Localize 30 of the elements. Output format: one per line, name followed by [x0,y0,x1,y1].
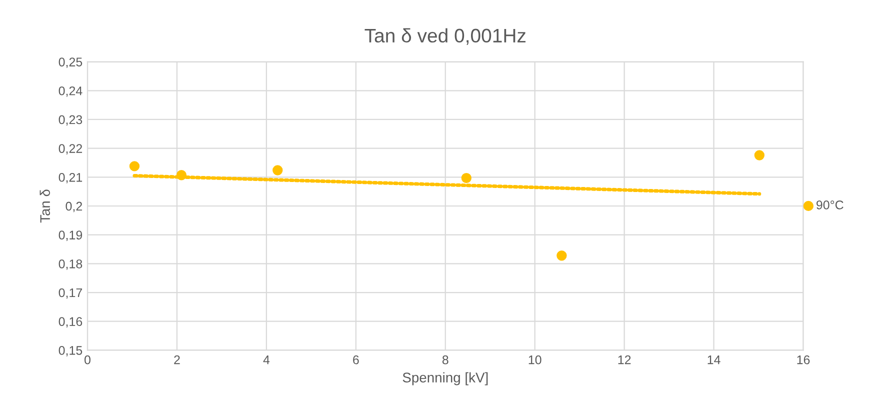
x-tick-label: 6 [353,355,359,364]
y-tick-label: 0,16 [58,317,82,328]
point [556,250,567,261]
chart-title: Tan δ ved 0,001Hz [364,28,526,45]
y-tick-label: 0,23 [58,115,82,126]
y-tick-label: 0,18 [58,259,82,270]
y-tick-label: 0,17 [58,288,82,299]
legend-label: 90°C [816,200,844,210]
x-tick-label: 0 [84,355,90,364]
y-tick-label: 0,19 [58,230,82,241]
point [272,165,283,176]
x-tick-label: 16 [797,355,810,364]
y-tick-label: 0,25 [58,58,82,68]
point [754,150,764,160]
y-tick-label: 0,15 [58,346,82,356]
y-tick-label: 0,21 [58,172,82,184]
point [176,170,187,180]
x-tick-label: 14 [708,356,720,364]
x-axis-title: Spenning [kV] [402,372,488,386]
y-axis-title: Tan δ [40,190,50,223]
x-tick-label: 12 [618,355,631,364]
point [129,161,140,172]
y-tick-label: 0,24 [58,86,82,97]
y-tick-label: 0,2 [66,202,82,212]
point [461,172,472,184]
x-tick-label: 4 [263,356,270,364]
x-tick-label: 2 [174,355,180,364]
y-tick-label: 0,22 [58,144,82,154]
x-tick-label: 8 [442,355,448,364]
x-tick-label: 10 [528,355,542,364]
